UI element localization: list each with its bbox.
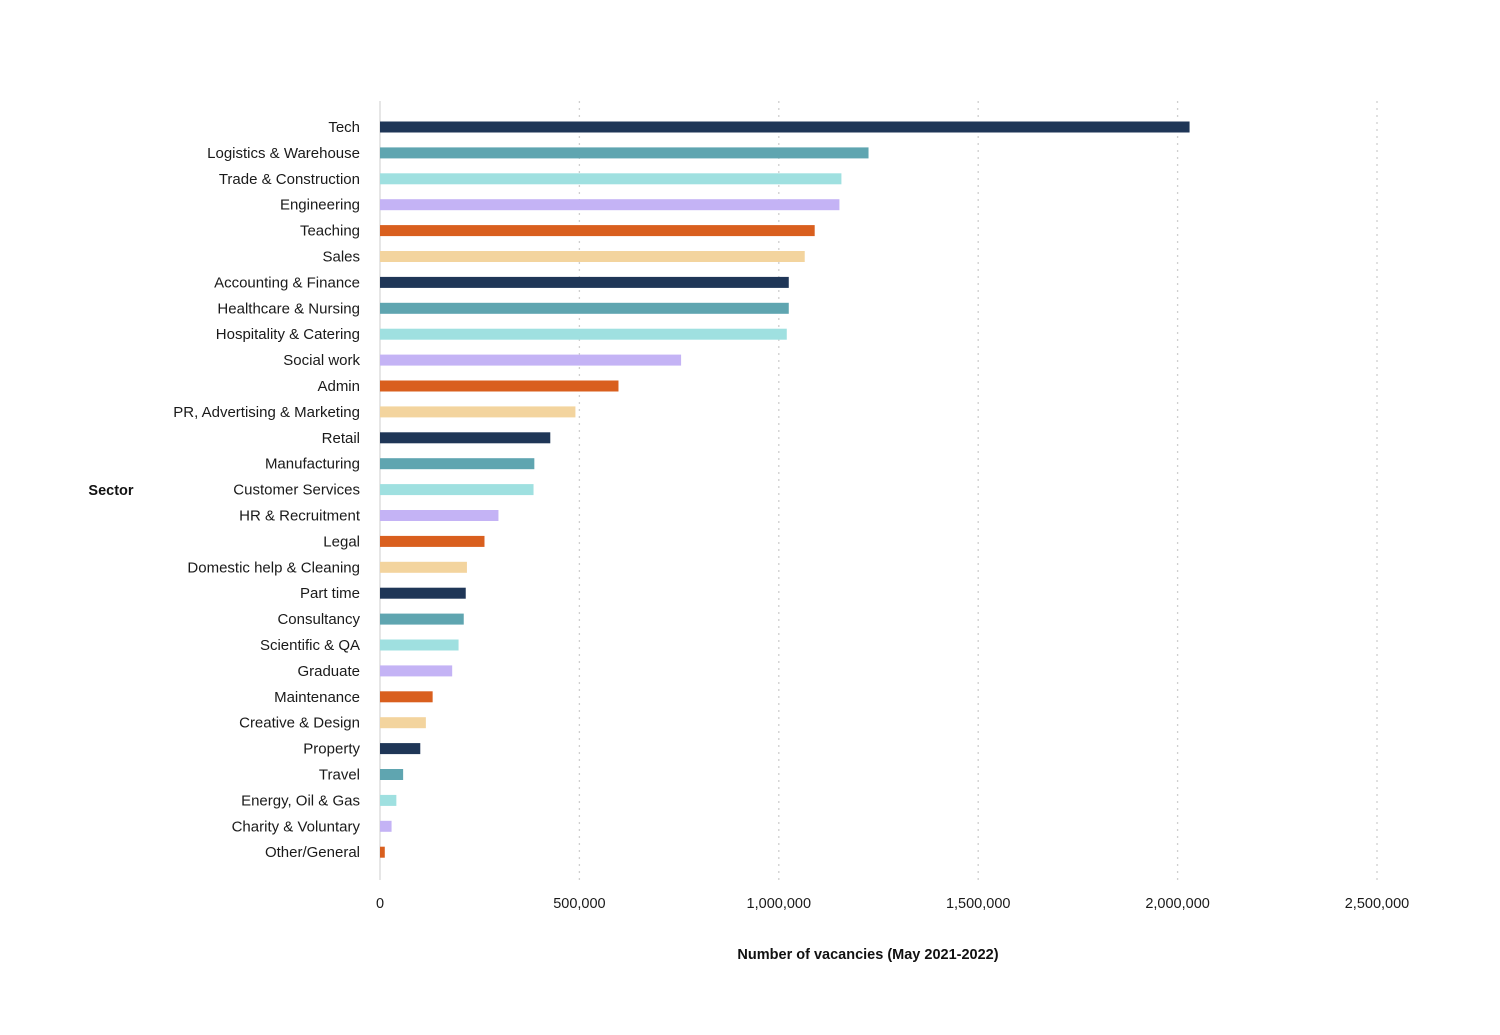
category-label: PR, Advertising & Marketing bbox=[173, 404, 360, 421]
category-label: Graduate bbox=[297, 663, 360, 680]
category-label: Tech bbox=[328, 119, 360, 136]
bar-scientific-qa bbox=[380, 639, 459, 651]
category-label: Sales bbox=[322, 249, 360, 266]
x-tick-label: 1,500,000 bbox=[946, 896, 1011, 912]
category-label: Property bbox=[303, 741, 360, 758]
category-labels: Tech Logistics & Warehouse Trade & Constru… bbox=[173, 119, 361, 861]
bar-other-general bbox=[380, 846, 385, 858]
bar-admin bbox=[380, 380, 619, 392]
bars bbox=[380, 121, 1190, 858]
category-label: Customer Services bbox=[233, 482, 360, 499]
x-tick-label: 0 bbox=[376, 896, 384, 912]
x-tick-label: 2,000,000 bbox=[1145, 896, 1210, 912]
bar-charity-voluntary bbox=[380, 820, 392, 832]
category-label: HR & Recruitment bbox=[239, 508, 361, 525]
category-label: Scientific & QA bbox=[260, 637, 360, 654]
bar-part-time bbox=[380, 587, 466, 599]
category-label: Other/General bbox=[265, 844, 360, 861]
bar-property bbox=[380, 743, 421, 755]
category-label: Part time bbox=[300, 585, 360, 602]
bar-logistics-warehouse bbox=[380, 147, 869, 159]
bar-energy-oil-gas bbox=[380, 794, 397, 806]
bar-retail bbox=[380, 432, 551, 444]
bar-maintenance bbox=[380, 691, 433, 703]
x-tick-labels: 0 500,000 1,000,000 1,500,000 2,000,000 2,500… bbox=[376, 896, 1409, 912]
category-label: Admin bbox=[317, 378, 360, 395]
x-tick-label: 2,500,000 bbox=[1345, 896, 1410, 912]
category-label: Healthcare & Nursing bbox=[217, 300, 360, 317]
category-label: Energy, Oil & Gas bbox=[241, 792, 360, 809]
category-label: Legal bbox=[323, 533, 360, 550]
bar-travel bbox=[380, 769, 404, 780]
bar-social-work bbox=[380, 354, 682, 366]
category-label: Maintenance bbox=[274, 689, 360, 706]
bar-legal bbox=[380, 535, 485, 547]
bar-customer-services bbox=[380, 484, 534, 496]
category-label: Creative & Design bbox=[239, 715, 360, 732]
bar-creative-design bbox=[380, 717, 426, 729]
category-label: Travel bbox=[319, 767, 360, 784]
bar-accounting-finance bbox=[380, 276, 789, 288]
category-label: Manufacturing bbox=[265, 456, 360, 473]
bar-tech bbox=[380, 121, 1190, 133]
bar-teaching bbox=[380, 225, 815, 237]
bar-trade-construction bbox=[380, 173, 842, 185]
category-label: Retail bbox=[322, 430, 360, 447]
x-tick-label: 1,000,000 bbox=[747, 896, 812, 912]
bar-pr-advertising-marketing bbox=[380, 406, 576, 418]
category-label: Logistics & Warehouse bbox=[207, 145, 360, 162]
x-tick-label: 500,000 bbox=[553, 896, 605, 912]
category-label: Teaching bbox=[300, 223, 360, 240]
category-label: Consultancy bbox=[277, 611, 360, 628]
category-label: Accounting & Finance bbox=[214, 274, 360, 291]
category-label: Engineering bbox=[280, 197, 360, 214]
bar-hospitality-catering bbox=[380, 328, 787, 340]
bar-hr-recruitment bbox=[380, 510, 499, 521]
category-label: Social work bbox=[283, 352, 360, 369]
bar-graduate bbox=[380, 665, 453, 677]
bar-manufacturing bbox=[380, 458, 535, 470]
x-axis-title: Number of vacancies (May 2021-2022) bbox=[737, 947, 998, 963]
bar-engineering bbox=[380, 199, 840, 211]
category-label: Trade & Construction bbox=[219, 171, 360, 188]
bar-sales bbox=[380, 251, 805, 262]
y-axis-title: Sector bbox=[88, 483, 133, 499]
bar-domestic-help-cleaning bbox=[380, 561, 467, 573]
category-label: Hospitality & Catering bbox=[216, 326, 360, 343]
bar-healthcare-nursing bbox=[380, 302, 789, 314]
category-label: Domestic help & Cleaning bbox=[187, 559, 360, 576]
bar-consultancy bbox=[380, 613, 464, 625]
category-label: Charity & Voluntary bbox=[232, 818, 361, 835]
